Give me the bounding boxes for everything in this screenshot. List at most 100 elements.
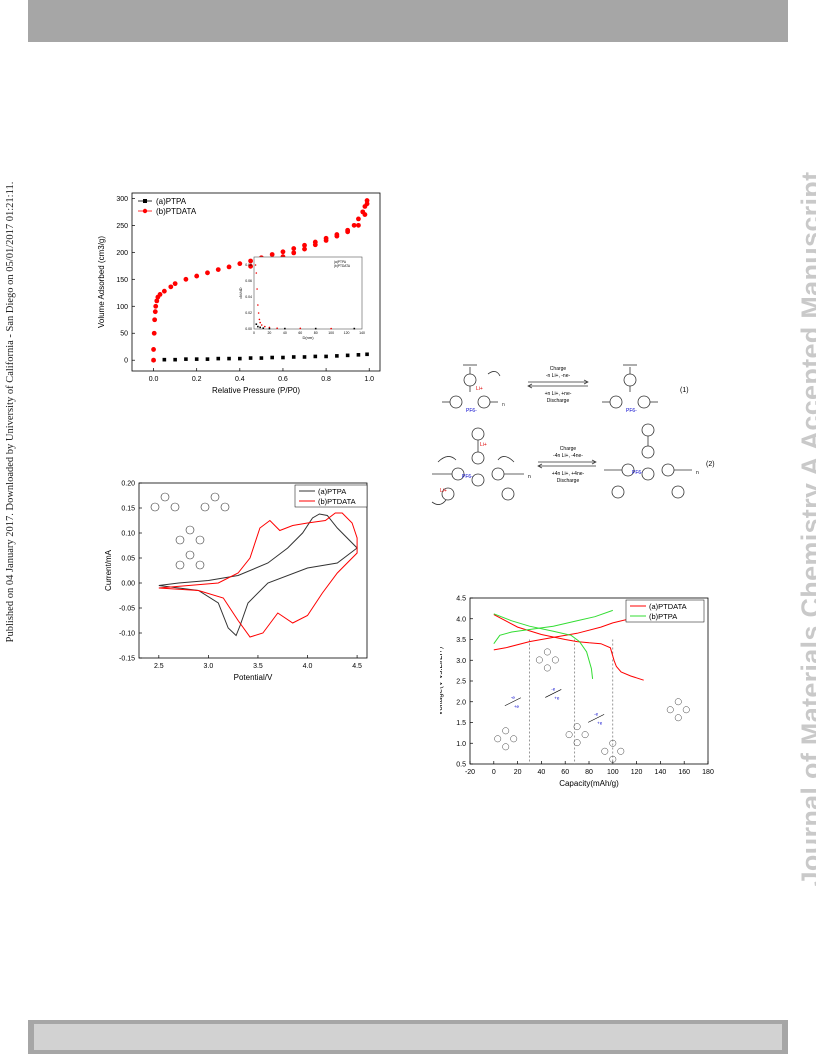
inset-ptdata-point xyxy=(268,326,271,329)
y-tick-label: 100 xyxy=(116,304,128,311)
ptpa-point xyxy=(324,354,328,359)
y-tick-label: 0.15 xyxy=(121,506,135,513)
x-tick-label: 0.6 xyxy=(278,376,288,383)
inset-x-tick: 140 xyxy=(359,331,365,335)
x-tick-label: 0.2 xyxy=(192,376,202,383)
structure-sketches xyxy=(494,648,690,763)
ptpa-point xyxy=(216,356,221,361)
ptdata-discharge-curve xyxy=(493,614,644,681)
ptdata-point xyxy=(153,303,159,309)
plot-frame xyxy=(469,597,709,765)
oxidation-label: -e xyxy=(551,686,555,691)
inset-x-tick: 20 xyxy=(267,331,271,335)
ptpa-point xyxy=(227,356,231,361)
ring xyxy=(609,755,617,763)
x-tick-label: 140 xyxy=(655,769,667,776)
x-tick-label: 0 xyxy=(492,769,496,776)
inset-x-tick: 0 xyxy=(253,331,255,335)
reduction-label: +e xyxy=(554,695,560,700)
inset-ptpa-point xyxy=(314,327,317,330)
ptdata-point xyxy=(302,246,307,252)
inset-ptdata-point xyxy=(257,312,260,314)
inset-ptpa-point xyxy=(262,327,265,329)
eq2-product-pf6: PF6- xyxy=(632,470,643,476)
y-tick-label: 1.0 xyxy=(456,741,466,748)
ptdata-point xyxy=(152,317,158,323)
y-tick-label: 0.10 xyxy=(121,531,135,538)
ptpa-cv-curve xyxy=(158,513,358,637)
x-tick-label: 0.4 xyxy=(235,376,245,383)
inset-y-tick: 0.04 xyxy=(245,295,252,299)
ptdata-cv-curve xyxy=(158,512,358,638)
ring xyxy=(573,723,581,731)
y-tick-label: 0.20 xyxy=(121,481,135,488)
eq1-bottom-2: Discharge xyxy=(547,398,570,404)
reduction-label: +e xyxy=(514,704,520,709)
ring xyxy=(185,550,195,560)
y-tick-label: 0.05 xyxy=(121,556,135,563)
ring xyxy=(195,560,205,570)
x-tick-label: 160 xyxy=(678,769,690,776)
publication-notice: Published on 04 January 2017. Downloaded… xyxy=(5,181,16,643)
legend-label-ptpa: (a)PTPA xyxy=(156,197,187,206)
ring xyxy=(543,648,551,656)
ptpa-point xyxy=(184,357,188,361)
ptpa-charge-curve xyxy=(493,609,613,644)
legend-label-ptpa: (b)PTPA xyxy=(649,612,677,621)
y-tick-label: 1.5 xyxy=(456,720,466,727)
eq1-arrow xyxy=(527,379,589,389)
ring xyxy=(175,535,185,545)
x-tick-label: 4.5 xyxy=(352,663,362,670)
ring xyxy=(543,664,551,672)
ring xyxy=(565,731,573,739)
eq1-pf6-label: PF6- xyxy=(466,408,477,414)
transfer-arrow xyxy=(504,697,521,707)
ptdata-point xyxy=(356,216,361,222)
ptpa-point xyxy=(365,352,369,357)
x-tick-label: 2.5 xyxy=(154,663,164,670)
ptpa-point xyxy=(356,353,361,357)
ptdata-point xyxy=(157,292,163,297)
inset-ptdata-point xyxy=(256,288,258,290)
eq2-n-label: n xyxy=(528,474,531,480)
inset-legend-ptpa: (a)PTPA xyxy=(334,260,347,264)
y-tick-label: 4.0 xyxy=(456,616,466,623)
x-tick-label: 40 xyxy=(538,769,546,776)
eq2-bottom-2: Discharge xyxy=(557,478,580,484)
x-tick-label: 80 xyxy=(585,769,593,776)
ring xyxy=(581,731,589,739)
x-axis-label: Capacity(mAh/g) xyxy=(559,779,619,788)
ptdata-point xyxy=(152,309,158,315)
transfer-arrow xyxy=(545,689,562,698)
x-tick-label: 4.0 xyxy=(303,663,313,670)
ring xyxy=(609,739,617,747)
ptdata-point xyxy=(291,250,297,256)
ring xyxy=(175,560,185,570)
ring xyxy=(195,535,205,545)
y-tick-label: 3.0 xyxy=(456,658,466,665)
ring xyxy=(617,747,625,755)
eq2-number: (2) xyxy=(706,461,715,468)
ptdata-point xyxy=(323,238,329,243)
legend-marker-ptdata xyxy=(142,208,148,214)
inset-y-tick: 0.06 xyxy=(245,279,252,283)
legend-marker-ptpa xyxy=(143,199,147,203)
ptpa-point xyxy=(259,356,264,360)
ptdata-point xyxy=(172,281,178,287)
plot-frame xyxy=(138,482,368,659)
ptdata-point xyxy=(161,288,167,294)
cv-chart: 2.5 3.0 3.5 4.0 4.5 -0.15 -0.10 -0.05 0.00 0.05 0.… xyxy=(104,481,368,682)
eq2-bottom-1: +4n Li+, +4ne- xyxy=(552,471,585,477)
inset-y-tick: 0.02 xyxy=(245,311,252,315)
ring xyxy=(666,706,674,714)
ptdata-point xyxy=(291,246,297,251)
x-tick-label: 120 xyxy=(631,769,643,776)
x-tick-label: 180 xyxy=(702,769,714,776)
inset-ptdata-point xyxy=(258,318,261,321)
eq2-li-label-1: Li+ xyxy=(480,442,487,448)
ptdata-point xyxy=(194,273,200,279)
ptdata-point xyxy=(302,242,307,248)
inset-frame xyxy=(253,256,363,330)
y-tick-label: 2.5 xyxy=(456,679,466,686)
ptpa-discharge-curve xyxy=(493,613,594,679)
